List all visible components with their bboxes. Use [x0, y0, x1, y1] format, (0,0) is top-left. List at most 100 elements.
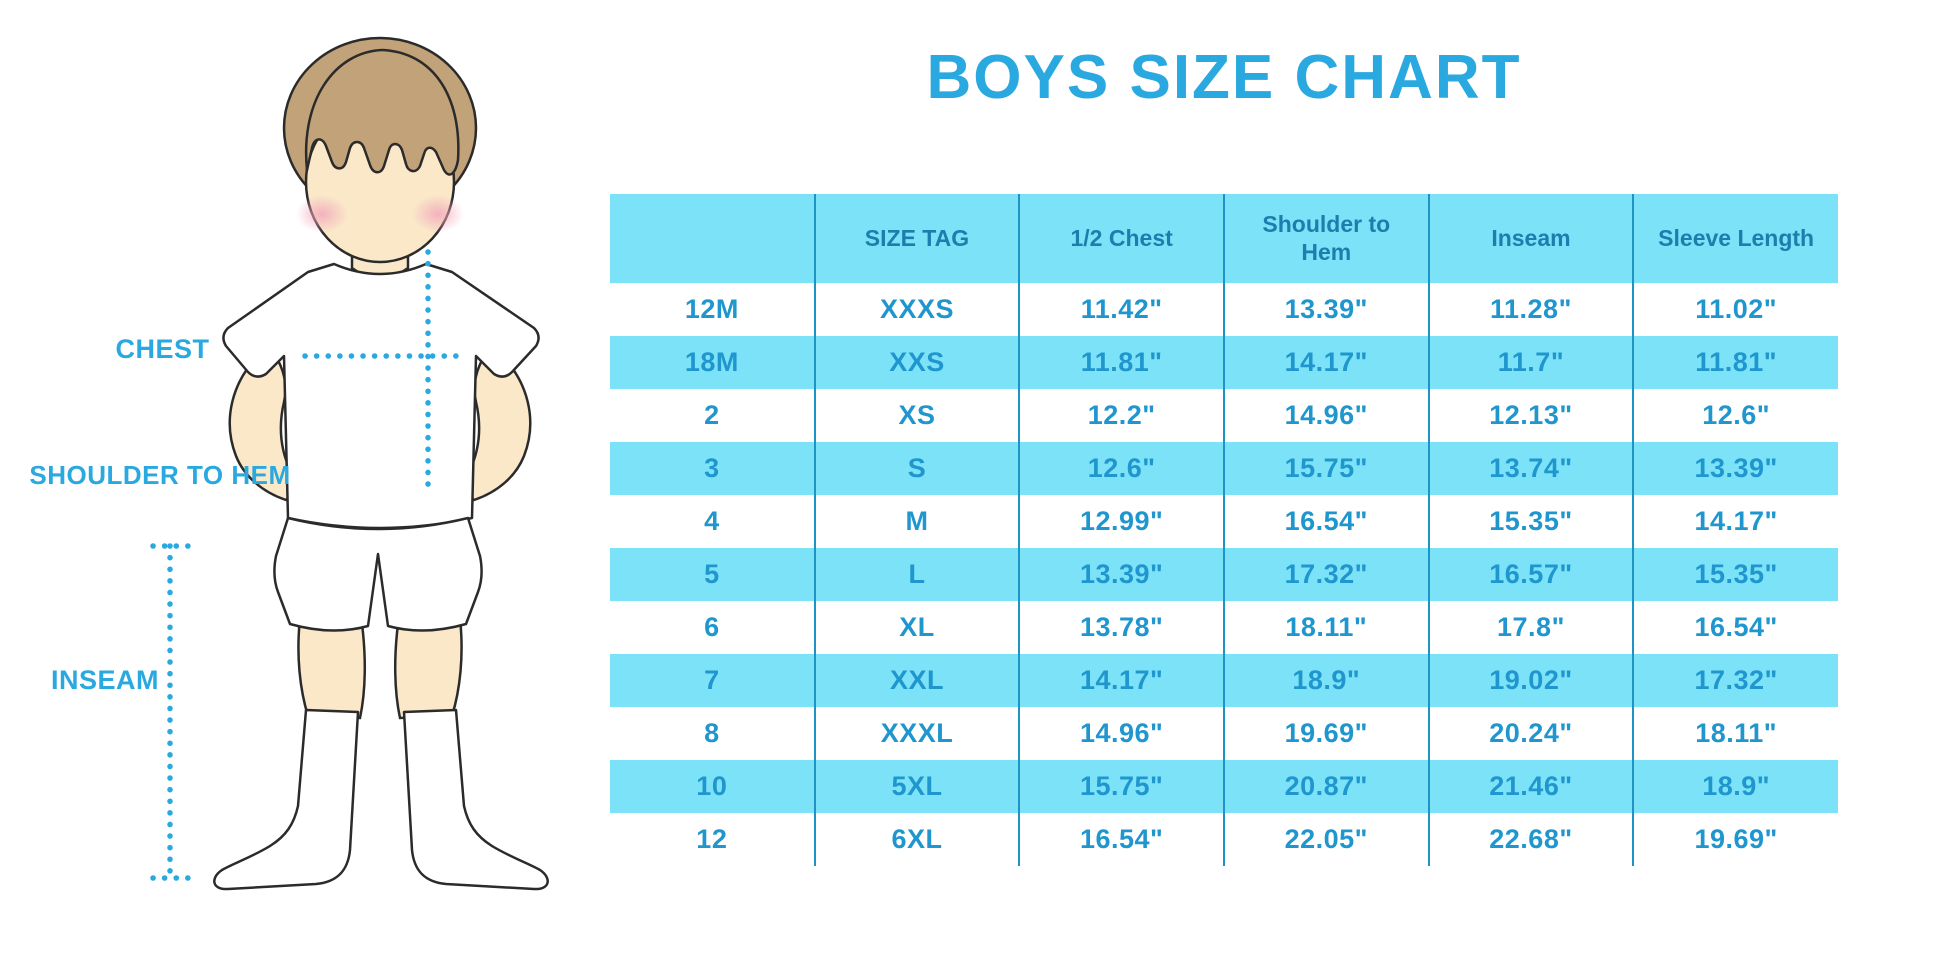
size-chart-table: SIZE TAG 1/2 Chest Shoulder to Hem Inseam Sl… [610, 194, 1838, 866]
column-header: 1/2 Chest [1018, 194, 1224, 283]
table-row: 8 XXXL 14.96" 19.69" 20.24" 18.11" [610, 707, 1838, 760]
table-cell: 13.78" [1018, 601, 1224, 654]
boy-left-leg [297, 616, 367, 720]
table-cell: 11.7" [1427, 336, 1634, 389]
table-cell: 16.54" [1018, 813, 1224, 866]
table-cell: 13.74" [1427, 442, 1634, 495]
table-cell: XXXL [813, 707, 1020, 760]
boy-blush-left [296, 195, 348, 233]
header-row: SIZE TAG 1/2 Chest Shoulder to Hem Inseam Sl… [610, 194, 1838, 283]
table-cell: 18.11" [1222, 601, 1429, 654]
table-cell: 13.39" [1632, 442, 1838, 495]
size-cell: 6 [704, 612, 720, 642]
table-cell: 12.99" [1018, 495, 1224, 548]
table-cell: 13.39" [1018, 548, 1224, 601]
table-cell: 14.17" [1222, 336, 1429, 389]
table-cell: XS [813, 389, 1020, 442]
column-header: SIZE TAG [813, 194, 1020, 283]
table-row: 7 XXL 14.17" 18.9" 19.02" 17.32" [610, 654, 1838, 707]
table-cell: 22.05" [1222, 813, 1429, 866]
boy-blush-right [412, 195, 464, 233]
size-cell: 5 [704, 559, 720, 589]
table-cell: 11.81" [1018, 336, 1224, 389]
table-cell: 16.54" [1222, 495, 1429, 548]
table-cell: 18.9" [1222, 654, 1429, 707]
table-cell: 17.8" [1427, 601, 1634, 654]
table-row: 12 6XL 16.54" 22.05" 22.68" 19.69" [610, 813, 1838, 866]
table-cell: 20.24" [1427, 707, 1634, 760]
boy-hair-front [304, 48, 460, 176]
table-cell: 22.68" [1427, 813, 1634, 866]
table-row: 5 L 13.39" 17.32" 16.57" 15.35" [610, 548, 1838, 601]
table-cell: L [813, 548, 1020, 601]
table-cell: 11.02" [1632, 283, 1838, 336]
table-cell: 12.2" [1018, 389, 1224, 442]
table-cell: 19.69" [1632, 813, 1838, 866]
boy-shorts [273, 516, 483, 632]
size-cell: 12M [684, 294, 739, 324]
table-cell: 14.17" [1018, 654, 1224, 707]
column-header: Shoulder to Hem [1222, 194, 1429, 283]
table-cell: 14.96" [1018, 707, 1224, 760]
table-cell: 12.13" [1427, 389, 1634, 442]
table-cell: 17.32" [1632, 654, 1838, 707]
table-row: 3 S 12.6" 15.75" 13.74" 13.39" [610, 442, 1838, 495]
table-cell: 21.46" [1427, 760, 1634, 813]
size-cell: 3 [704, 453, 720, 483]
inseam-measure-line [150, 543, 191, 881]
table-cell: 16.54" [1632, 601, 1838, 654]
table-cell: 19.02" [1427, 654, 1634, 707]
size-cell: 7 [704, 665, 720, 695]
size-cell: 4 [704, 506, 720, 536]
table-cell: 20.87" [1222, 760, 1429, 813]
table-cell: 11.28" [1427, 283, 1634, 336]
size-cell: 8 [704, 718, 720, 748]
chest-label: CHEST [115, 334, 210, 364]
table-row: 10 5XL 15.75" 20.87" 21.46" 18.9" [610, 760, 1838, 813]
boy-left-sock [213, 708, 360, 891]
size-cell: 2 [704, 400, 720, 430]
table-cell: 11.81" [1632, 336, 1838, 389]
table-row: 2 XS 12.2" 14.96" 12.13" 12.6" [610, 389, 1838, 442]
boy-illustration [150, 36, 549, 891]
table-cell: 12.6" [1018, 442, 1224, 495]
table-cell: XXS [813, 336, 1020, 389]
table-cell: S [813, 442, 1020, 495]
table-cell: 17.32" [1222, 548, 1429, 601]
table-cell: 16.57" [1427, 548, 1634, 601]
table-cell: 13.39" [1222, 283, 1429, 336]
table-cell: 15.75" [1018, 760, 1224, 813]
table-cell: 6XL [813, 813, 1020, 866]
table-cell: M [813, 495, 1020, 548]
shoulder-to-hem-label: SHOULDER TO HEM [29, 460, 291, 490]
table-row: 6 XL 13.78" 18.11" 17.8" 16.54" [610, 601, 1838, 654]
size-cell: 12 [696, 824, 728, 854]
table-cell: XL [813, 601, 1020, 654]
table-cell: 19.69" [1222, 707, 1429, 760]
table-row: 18M XXS 11.81" 14.17" 11.7" 11.81" [610, 336, 1838, 389]
column-header: Inseam [1427, 194, 1634, 283]
table-cell: 15.35" [1427, 495, 1634, 548]
table-cell: XXXS [813, 283, 1020, 336]
table-cell: 14.96" [1222, 389, 1429, 442]
inseam-label: INSEAM [50, 665, 159, 695]
table-cell: 11.42" [1018, 283, 1224, 336]
table-cell: 5XL [813, 760, 1020, 813]
page-title: BOYS SIZE CHART [926, 43, 1522, 112]
column-header [610, 194, 815, 283]
table-cell: 15.75" [1222, 442, 1429, 495]
column-header: Sleeve Length [1632, 194, 1838, 283]
table-cell: XXL [813, 654, 1020, 707]
boy-right-sock [402, 708, 549, 891]
size-cell: 18M [684, 347, 739, 377]
chest-measure-line [302, 249, 469, 490]
table-row: 12M XXXS 11.42" 13.39" 11.28" 11.02" [610, 283, 1838, 336]
table-cell: 15.35" [1632, 548, 1838, 601]
boy-right-leg [393, 616, 463, 720]
table-cell: 18.9" [1632, 760, 1838, 813]
table-cell: 14.17" [1632, 495, 1838, 548]
table-cell: 18.11" [1632, 707, 1838, 760]
size-cell: 10 [696, 771, 728, 801]
table-cell: 12.6" [1632, 389, 1838, 442]
